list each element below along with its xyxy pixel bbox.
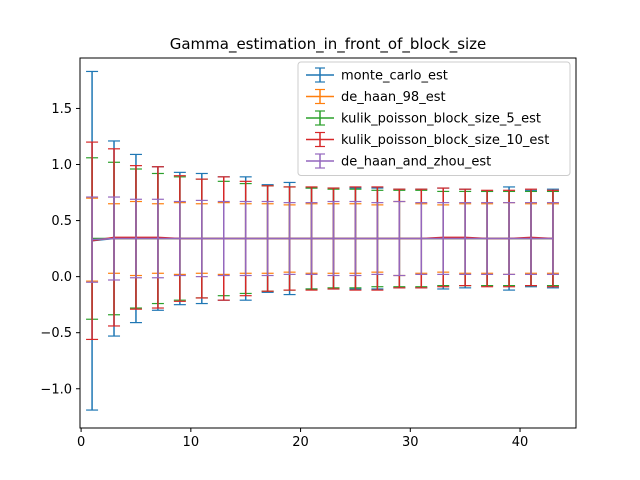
y-tick-label: 0.5 [51,214,72,229]
series-de_haan_and_zhou_est [86,196,559,283]
chart-title: Gamma_estimation_in_front_of_block_size [170,35,487,54]
series-line-de_haan_and_zhou_est [92,237,553,241]
legend: monte_carlo_est de_haan_98_est kulik_poiss… [297,61,571,176]
legend-entry-de_haan_98_est: de_haan_98_est [306,88,446,105]
legend-label: kulik_poisson_block_size_10_est [341,133,549,148]
legend-entry-kulik_poisson_block_size_5_est: kulik_poisson_block_size_5_est [306,110,541,127]
axes-layer: 0 10 20 30 40 −1.0 −0.5 0.0 0.5 1.0 1.5 [40,57,577,450]
legend-label: monte_carlo_est [341,69,448,84]
legend-label: de_haan_98_est [341,90,446,105]
x-tick-label: 30 [402,435,419,450]
y-tick-label: −0.5 [40,326,72,341]
y-tick-label: 1.0 [51,158,72,173]
legend-entry-de_haan_and_zhou_est: de_haan_and_zhou_est [306,153,491,170]
x-tick-label: 40 [512,435,529,450]
series-layer [86,70,559,411]
axes-frame [79,57,577,429]
x-tick-label: 0 [77,435,85,450]
x-tick-label: 10 [183,435,200,450]
legend-label: de_haan_and_zhou_est [341,155,491,170]
legend-label: kulik_poisson_block_size_5_est [341,112,541,127]
y-tick-label: −1.0 [40,382,72,397]
x-tick-label: 20 [292,435,309,450]
y-tick-label: 0.0 [51,270,72,285]
legend-entry-kulik_poisson_block_size_10_est: kulik_poisson_block_size_10_est [306,131,549,148]
legend-frame [297,61,571,176]
legend-entry-monte_carlo_est: monte_carlo_est [306,67,448,84]
y-tick-label: 1.5 [51,102,72,117]
